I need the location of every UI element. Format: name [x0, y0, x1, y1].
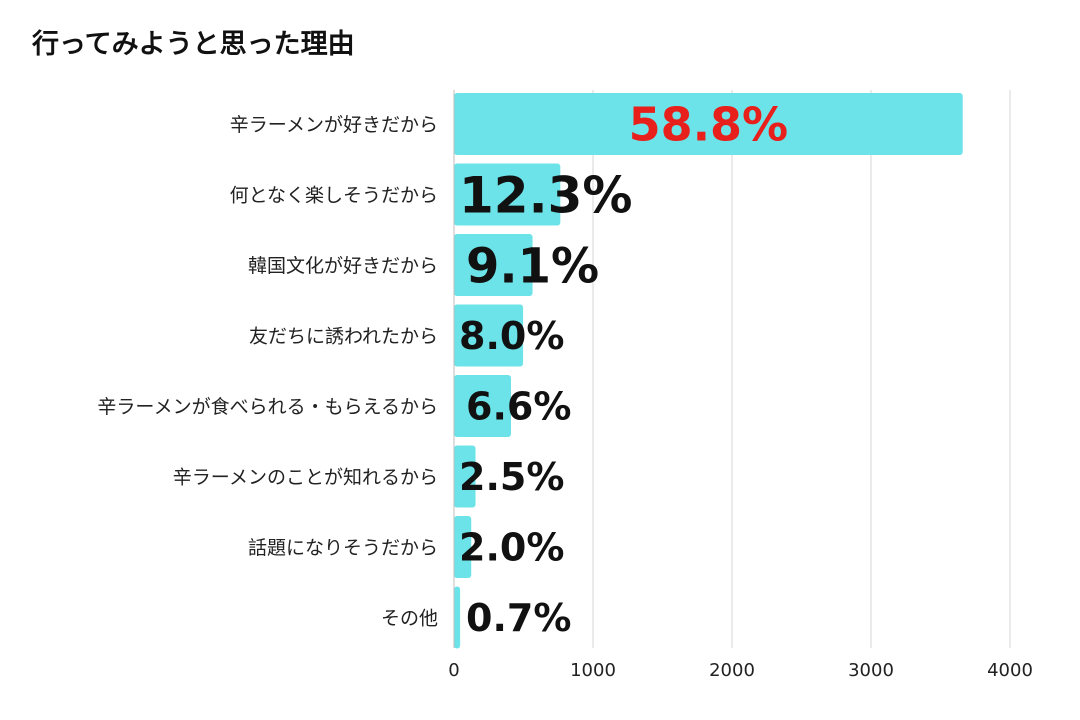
chart-title: 行ってみようと思った理由	[32, 29, 355, 60]
category-label: 辛ラーメンが好きだから	[230, 114, 438, 136]
bar	[454, 586, 461, 649]
data-label: 0.7%	[466, 596, 571, 640]
category-label: その他	[381, 608, 438, 630]
category-label: 辛ラーメンが食べられる・もらえるから	[97, 396, 438, 418]
bar	[454, 375, 511, 437]
data-label: 12.3%	[459, 167, 632, 225]
bar	[454, 304, 524, 367]
data-label: 2.0%	[459, 526, 564, 570]
x-tick-label: 3000	[848, 660, 894, 681]
bar	[454, 445, 476, 508]
category-label: 話題になりそうだから	[248, 537, 438, 559]
bar	[454, 516, 472, 578]
category-label: 友だちに誘われたから	[249, 326, 438, 348]
data-label: 6.6%	[466, 385, 571, 429]
data-label: 9.1%	[466, 238, 599, 294]
bar	[454, 163, 561, 226]
category-label: 辛ラーメンのことが知れるから	[173, 467, 438, 489]
bar	[454, 93, 963, 155]
data-label: 8.0%	[459, 314, 564, 358]
x-tick-label: 4000	[987, 660, 1033, 681]
x-tick-label: 1000	[570, 660, 616, 681]
bar	[454, 234, 533, 296]
data-label: 2.5%	[459, 455, 564, 499]
category-label: 韓国文化が好きだから	[248, 255, 438, 277]
category-label: 何となく楽しそうだから	[230, 185, 438, 207]
x-tick-label: 0	[448, 660, 459, 681]
data-label: 58.8%	[629, 98, 789, 152]
x-tick-label: 2000	[709, 660, 755, 681]
